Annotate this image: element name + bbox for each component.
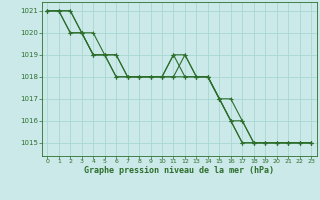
X-axis label: Graphe pression niveau de la mer (hPa): Graphe pression niveau de la mer (hPa) [84,166,274,175]
